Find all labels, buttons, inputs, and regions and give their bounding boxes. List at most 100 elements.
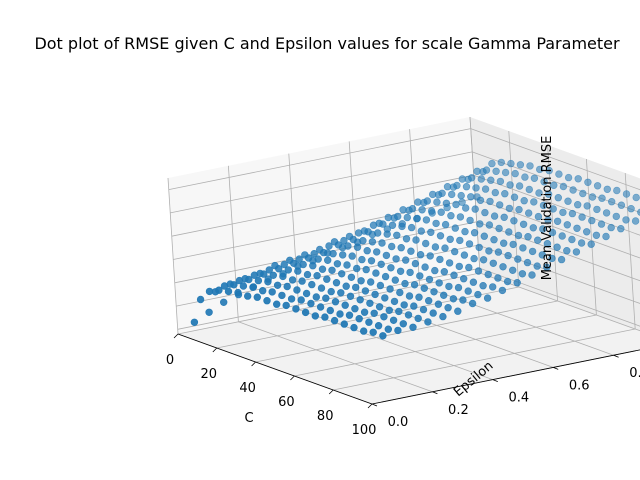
data-point: [520, 197, 528, 205]
data-point: [554, 194, 562, 202]
data-point: [544, 190, 553, 198]
data-point: [548, 228, 557, 237]
y-tick-mark: [553, 367, 559, 370]
data-point: [235, 276, 244, 285]
data-point: [393, 231, 401, 240]
data-point: [466, 216, 474, 225]
data-point: [558, 232, 566, 240]
data-point: [439, 312, 447, 321]
data-point: [230, 281, 238, 289]
data-point: [283, 282, 291, 291]
data-point: [467, 193, 475, 201]
data-point: [372, 269, 380, 277]
data-point: [427, 228, 435, 237]
y-tick-label: 0.6: [569, 378, 590, 393]
data-point: [429, 190, 437, 199]
data-point: [414, 314, 422, 323]
data-point: [519, 244, 527, 252]
data-point: [264, 278, 272, 286]
data-point: [302, 289, 311, 298]
data-point: [430, 288, 438, 296]
data-point: [440, 291, 448, 299]
data-point: [593, 182, 602, 190]
data-point: [458, 175, 466, 183]
data-point: [380, 313, 388, 321]
data-point: [407, 247, 415, 255]
y-tick-mark: [613, 354, 619, 358]
data-point: [509, 266, 517, 274]
data-point: [424, 318, 432, 326]
data-point: [359, 237, 367, 245]
data-point: [318, 265, 327, 273]
z-axis-label: Mean Validation RMSE: [540, 136, 555, 281]
data-point: [443, 183, 452, 191]
y-tick-label: 0.8: [629, 366, 640, 381]
x-grid-line: [255, 300, 558, 363]
data-point: [445, 259, 454, 267]
data-point: [491, 188, 499, 197]
data-point: [446, 235, 454, 244]
data-point: [364, 228, 372, 236]
data-point: [303, 270, 312, 279]
data-point: [419, 305, 428, 314]
data-point: [475, 243, 483, 252]
data-point: [329, 250, 337, 258]
data-point: [341, 301, 349, 309]
x-tick-mark: [173, 333, 179, 339]
data-point: [501, 190, 509, 198]
data-point: [577, 239, 586, 247]
data-point: [528, 271, 536, 279]
data-point: [460, 251, 469, 259]
data-point: [479, 282, 487, 290]
data-point: [239, 282, 248, 290]
data-point: [342, 282, 350, 290]
data-point: [465, 263, 473, 272]
data-point: [397, 244, 405, 252]
data-point: [425, 297, 433, 305]
data-point: [637, 208, 640, 216]
data-point: [421, 263, 429, 271]
y-grid-line: [288, 153, 300, 310]
data-point: [461, 227, 469, 236]
data-point: [476, 220, 484, 228]
data-point: [402, 256, 410, 264]
data-point: [504, 251, 512, 260]
x-tick-label: 40: [239, 381, 256, 396]
data-point: [284, 266, 292, 274]
data-point: [535, 165, 544, 174]
data-point: [437, 208, 445, 216]
data-point: [583, 202, 591, 210]
data-point: [582, 228, 591, 236]
data-point: [357, 277, 365, 285]
data-point: [593, 205, 601, 214]
data-point: [492, 167, 500, 176]
z-grid-line: [479, 267, 640, 327]
data-point: [479, 256, 488, 264]
data-point: [369, 328, 377, 336]
data-point: [368, 238, 377, 246]
data-point: [516, 161, 525, 169]
data-point: [410, 302, 418, 310]
y-grid-line: [238, 321, 433, 393]
data-point: [396, 267, 405, 275]
data-point: [343, 261, 351, 269]
data-point: [613, 186, 621, 195]
data-point: [394, 326, 402, 335]
x-tick-label: 20: [201, 367, 218, 382]
data-point: [340, 320, 348, 328]
data-point: [389, 316, 398, 324]
data-point: [457, 191, 465, 200]
data-point: [449, 295, 458, 303]
data-point: [559, 208, 567, 217]
data-point: [469, 278, 478, 286]
data-point: [412, 236, 420, 244]
data-point: [584, 178, 592, 187]
data-point: [278, 291, 286, 300]
data-point: [298, 277, 306, 285]
data-point: [220, 298, 228, 306]
data-point: [426, 252, 434, 260]
data-point: [307, 299, 315, 308]
data-point: [375, 303, 384, 311]
data-point: [500, 213, 508, 222]
axis-edges: [177, 333, 640, 405]
